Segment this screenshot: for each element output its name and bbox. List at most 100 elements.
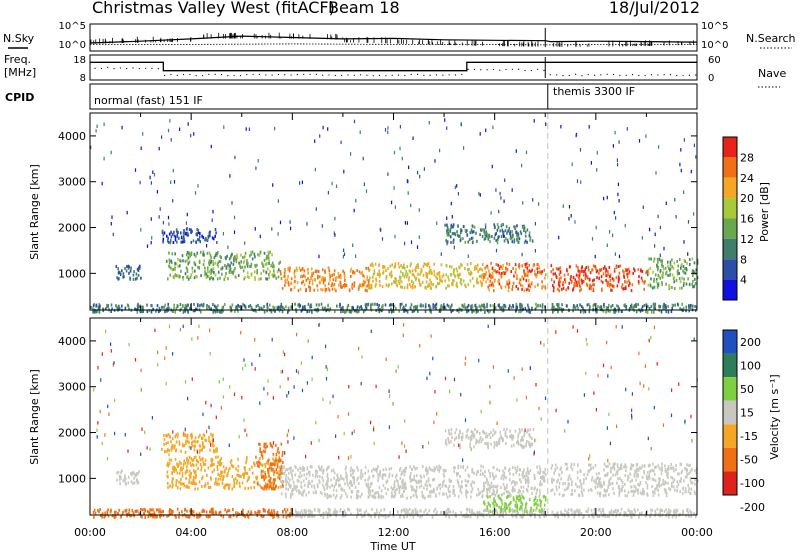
power-cell xyxy=(270,310,273,314)
power-cell xyxy=(580,269,582,273)
velocity-cell xyxy=(339,483,341,487)
velocity-cell xyxy=(299,514,301,518)
velocity-cell xyxy=(216,465,219,468)
velocity-cell xyxy=(654,509,656,513)
velocity-cell xyxy=(391,474,394,477)
velocity-cell xyxy=(261,515,263,519)
power-cell xyxy=(342,284,345,287)
velocity-cell xyxy=(233,480,235,484)
power-scatter xyxy=(233,215,236,220)
power-cell xyxy=(448,233,450,237)
velocity-cell xyxy=(413,488,416,492)
velocity-cell xyxy=(427,468,429,472)
velocity-cell xyxy=(511,466,514,469)
power-cell xyxy=(162,233,165,237)
power-cell xyxy=(413,275,416,279)
velocity-cell xyxy=(470,495,472,499)
power-cell xyxy=(198,261,201,265)
velocity-cell xyxy=(311,473,314,477)
velocity-cell xyxy=(541,482,543,486)
velocity-cell xyxy=(494,485,496,489)
velocity-cell xyxy=(171,472,173,475)
velocity-cell xyxy=(435,512,438,516)
power-cell xyxy=(482,305,485,309)
velocity-cell xyxy=(204,458,207,462)
power-cell xyxy=(266,256,268,259)
power-scatter xyxy=(568,205,571,209)
power-cell xyxy=(646,304,649,308)
velocity-cell xyxy=(309,509,311,513)
power-cell xyxy=(410,262,412,266)
velocity-cell xyxy=(352,471,354,475)
beam-label: Beam 18 xyxy=(328,0,400,17)
power-cell xyxy=(283,271,286,275)
power-cell xyxy=(190,240,193,244)
power-cell xyxy=(287,266,290,270)
velocity-cell xyxy=(427,470,429,474)
power-scatter xyxy=(186,227,188,231)
velocity-cell xyxy=(334,508,336,512)
velocity-cell xyxy=(587,507,590,511)
velocity-cell xyxy=(467,514,470,518)
power-cell xyxy=(662,273,664,277)
velocity-cell xyxy=(335,494,338,498)
velocity-cell xyxy=(479,473,482,476)
power-scatter xyxy=(301,180,303,185)
power-scatter xyxy=(485,128,487,133)
power-cell xyxy=(470,305,472,309)
power-cell xyxy=(668,287,671,291)
power-cell xyxy=(411,273,414,277)
velocity-cell xyxy=(194,444,196,448)
power-cell xyxy=(227,263,229,267)
power-cell xyxy=(334,310,336,313)
power-cell xyxy=(648,306,651,310)
power-cell xyxy=(381,309,383,313)
velocity-cell xyxy=(591,514,594,518)
power-cell xyxy=(474,304,476,308)
velocity-cell xyxy=(391,491,393,495)
velocity-cell xyxy=(515,481,517,485)
power-cell xyxy=(682,309,684,313)
power-cell xyxy=(523,229,525,232)
velocity-cell xyxy=(273,478,276,482)
velocity-cell xyxy=(460,491,463,495)
power-cell xyxy=(653,306,655,310)
velocity-cell xyxy=(270,481,272,485)
velocity-cell xyxy=(367,495,370,499)
power-cell xyxy=(492,283,494,287)
power-cell xyxy=(519,306,522,310)
power-cell xyxy=(479,228,482,232)
power-cell xyxy=(541,285,544,289)
velocity-cell xyxy=(419,515,422,519)
power-cell xyxy=(490,283,493,287)
velocity-cell xyxy=(199,444,202,448)
velocity-cell xyxy=(409,478,412,482)
nave-point xyxy=(220,74,223,76)
power-cell xyxy=(260,306,263,310)
power-cell xyxy=(422,273,425,277)
nave-point xyxy=(404,74,406,77)
power-cell xyxy=(483,303,485,307)
velocity-cell xyxy=(181,468,183,472)
power-cell xyxy=(449,307,451,311)
velocity-cell xyxy=(239,475,241,478)
power-cell xyxy=(432,303,434,307)
power-cell xyxy=(170,259,172,263)
power-cell xyxy=(550,264,553,268)
velocity-cell xyxy=(393,495,395,499)
power-cell xyxy=(513,238,516,242)
power-cell xyxy=(398,265,401,269)
velocity-cell xyxy=(183,482,185,486)
power-cell xyxy=(661,259,663,263)
velocity-cell xyxy=(580,512,583,515)
velocity-cell xyxy=(604,514,606,518)
power-cell xyxy=(637,279,640,283)
power-scatter xyxy=(618,254,621,259)
velocity-cell xyxy=(282,461,284,464)
power-cell xyxy=(332,273,335,277)
velocity-cell xyxy=(448,515,450,519)
power-cell xyxy=(303,306,306,309)
power-cell xyxy=(139,309,141,313)
power-cell xyxy=(455,281,458,285)
power-cell xyxy=(349,269,352,273)
